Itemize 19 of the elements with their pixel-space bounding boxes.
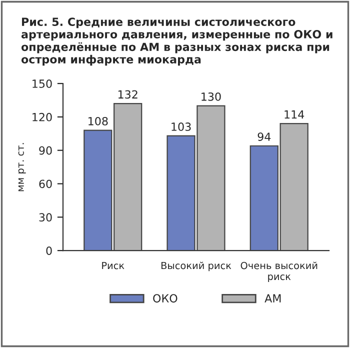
- y-axis-title: мм рт. ст.: [18, 143, 26, 192]
- y-tick-label: 150: [32, 79, 52, 88]
- x-tick-label: Высокий риск: [161, 262, 232, 272]
- data-label: 108: [88, 116, 108, 126]
- y-tick-label: 90: [39, 146, 52, 155]
- chart-title: Рис. 5. Средние величины систолического артериального давления, измеренные по ОКО и определённые по АМ в разных зонах риска при остром инфаркте миокарда: [21, 18, 332, 66]
- data-label: 130: [202, 92, 221, 101]
- data-label: 103: [172, 122, 191, 131]
- y-tick-label: 60: [39, 180, 52, 188]
- x-tick-label: Риск: [102, 262, 124, 270]
- x-tick-label: Очень высокий риск: [240, 262, 318, 282]
- y-tick-label: 120: [32, 112, 52, 122]
- data-label: 94: [258, 132, 271, 141]
- legend-label: ОКО: [153, 294, 178, 303]
- legend-label: АМ: [264, 294, 281, 302]
- y-tick-label: 0: [46, 246, 52, 255]
- y-tick-label: 30: [39, 213, 52, 222]
- data-label: 132: [118, 90, 138, 99]
- data-label: 114: [284, 110, 304, 119]
